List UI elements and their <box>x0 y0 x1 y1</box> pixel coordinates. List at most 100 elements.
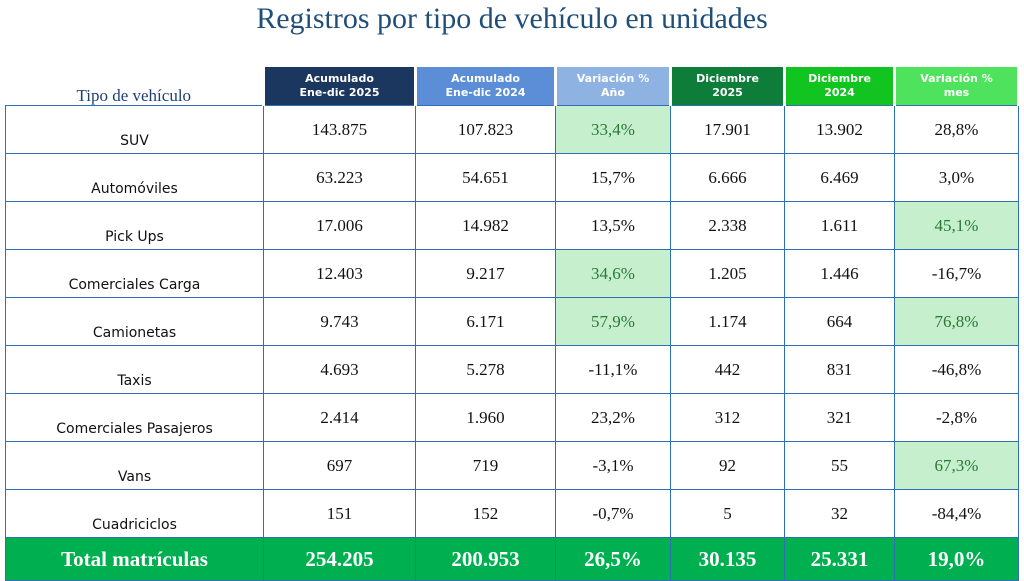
header-label: Tipo de vehículo <box>76 86 192 105</box>
header-line: Ene-dic 2025 <box>299 86 380 99</box>
cell: 2.338 <box>670 201 785 250</box>
cell: 6.666 <box>670 153 785 202</box>
cell: -84,4% <box>894 489 1019 538</box>
cell: 76,8% <box>894 297 1019 346</box>
cell: 1.174 <box>670 297 785 346</box>
cell: 92 <box>670 441 785 490</box>
cell: 23,2% <box>555 393 671 442</box>
cell: 9.217 <box>415 249 556 298</box>
row: Taxis 4.693 5.278 -11,1% 442 831 -46,8% <box>5 345 1019 394</box>
header-line: mes <box>943 86 970 99</box>
cell: 28,8% <box>894 105 1019 154</box>
cell: 13.902 <box>784 105 895 154</box>
cell: 34,6% <box>555 249 671 298</box>
row: Comerciales Pasajeros 2.414 1.960 23,2% 312 3… <box>5 393 1019 442</box>
header-line: 2024 <box>824 86 855 99</box>
cell: 321 <box>784 393 895 442</box>
cell: 57,9% <box>555 297 671 346</box>
table: Tipo de vehículo Acumulado Ene-dic 2025 Ac… <box>5 67 1020 581</box>
cell: 15,7% <box>555 153 671 202</box>
column-header: Diciembre 2025 <box>669 67 786 106</box>
cell: 33,4% <box>555 105 671 154</box>
row: SUV 143.875 107.823 33,4% 17.901 13.902 28,8% <box>5 105 1019 154</box>
row: Cuadriciclos 151 152 -0,7% 5 32 -84,4% <box>5 489 1019 538</box>
column-header: Variación % mes <box>893 67 1020 106</box>
cell: 17.006 <box>263 201 416 250</box>
cell: -16,7% <box>894 249 1019 298</box>
row: Automóviles 63.223 54.651 15,7% 6.666 6.469 3,… <box>5 153 1019 202</box>
cell: 17.901 <box>670 105 785 154</box>
total-cell: 19,0% <box>894 537 1019 581</box>
column-header: Acumulado Ene-dic 2025 <box>262 67 417 106</box>
header-line: Variación % <box>920 72 993 85</box>
header-line: Año <box>601 86 625 99</box>
cell: 143.875 <box>263 105 416 154</box>
cell: 6.171 <box>415 297 556 346</box>
cell: 664 <box>784 297 895 346</box>
cell: 32 <box>784 489 895 538</box>
row-label: Comerciales Pasajeros <box>5 393 264 442</box>
total-label: Total matrículas <box>5 537 264 581</box>
row: Vans 697 719 -3,1% 92 55 67,3% <box>5 441 1019 490</box>
cell: 697 <box>263 441 416 490</box>
cell: 107.823 <box>415 105 556 154</box>
row-label: Camionetas <box>5 297 264 346</box>
header-line: Variación % <box>576 72 650 85</box>
cell: 719 <box>415 441 556 490</box>
total-row: Total matrículas 254.205 200.953 26,5% 30.13… <box>5 537 1019 581</box>
cell: 3,0% <box>894 153 1019 202</box>
cell: 6.469 <box>784 153 895 202</box>
header-row: Tipo de vehículo Acumulado Ene-dic 2025 Ac… <box>6 67 1020 106</box>
cell: -3,1% <box>555 441 671 490</box>
cell: 1.205 <box>670 249 785 298</box>
cell: 54.651 <box>415 153 556 202</box>
total-cell: 200.953 <box>415 537 556 581</box>
row: Pick Ups 17.006 14.982 13,5% 2.338 1.611 45,1% <box>5 201 1019 250</box>
cell: 63.223 <box>263 153 416 202</box>
header-line: Diciembre <box>808 72 871 85</box>
row-label: Taxis <box>5 345 264 394</box>
header-line: 2025 <box>712 86 743 99</box>
cell: 1.611 <box>784 201 895 250</box>
row-label: Automóviles <box>5 153 264 202</box>
cell: 2.414 <box>263 393 416 442</box>
cell: 442 <box>670 345 785 394</box>
column-header: Diciembre 2024 <box>783 67 896 106</box>
cell: 312 <box>670 393 785 442</box>
row: Comerciales Carga 12.403 9.217 34,6% 1.205 1.… <box>5 249 1019 298</box>
cell: 14.982 <box>415 201 556 250</box>
cell: 55 <box>784 441 895 490</box>
column-header: Variación % Año <box>554 67 672 106</box>
cell: 1.446 <box>784 249 895 298</box>
cell: -11,1% <box>555 345 671 394</box>
header-line: Ene-dic 2024 <box>445 86 526 99</box>
row-label: Comerciales Carga <box>5 249 264 298</box>
cell: 13,5% <box>555 201 671 250</box>
header-line: Acumulado <box>305 72 374 85</box>
cell: 5.278 <box>415 345 556 394</box>
header-line: Acumulado <box>451 72 520 85</box>
cell: 831 <box>784 345 895 394</box>
row-label: Pick Ups <box>5 201 264 250</box>
row-label: Cuadriciclos <box>5 489 264 538</box>
total-cell: 26,5% <box>555 537 671 581</box>
cell: 67,3% <box>894 441 1019 490</box>
cell: 45,1% <box>894 201 1019 250</box>
cell: -2,8% <box>894 393 1019 442</box>
cell: -46,8% <box>894 345 1019 394</box>
cell: 12.403 <box>263 249 416 298</box>
cell: 4.693 <box>263 345 416 394</box>
header-line: Diciembre <box>696 72 759 85</box>
cell: 151 <box>263 489 416 538</box>
column-header: Acumulado Ene-dic 2024 <box>414 67 557 106</box>
total-cell: 254.205 <box>263 537 416 581</box>
total-cell: 25.331 <box>784 537 895 581</box>
cell: 9.743 <box>263 297 416 346</box>
cell: 5 <box>670 489 785 538</box>
cell: -0,7% <box>555 489 671 538</box>
cell: 1.960 <box>415 393 556 442</box>
row: Camionetas 9.743 6.171 57,9% 1.174 664 76,8% <box>5 297 1019 346</box>
row-label: Vans <box>5 441 264 490</box>
row-label: SUV <box>5 105 264 154</box>
cell: 152 <box>415 489 556 538</box>
